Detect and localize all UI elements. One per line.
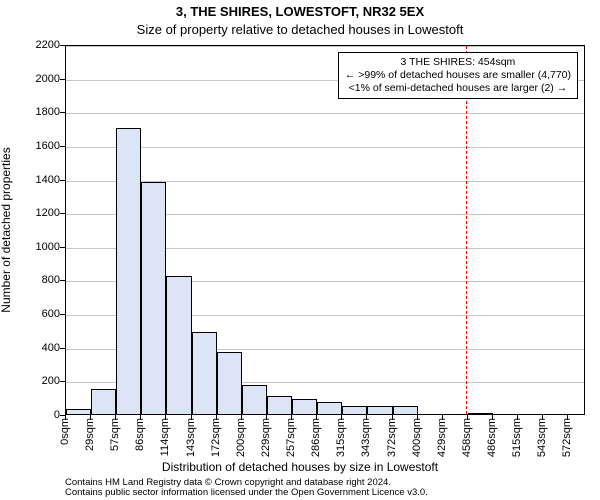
x-tick-label: 172sqm bbox=[210, 418, 222, 457]
y-tick-label: 600 bbox=[10, 308, 60, 320]
footer-attribution: Contains HM Land Registry data © Crown c… bbox=[65, 478, 428, 499]
footer-line2: Contains public sector information licen… bbox=[65, 488, 428, 498]
y-axis-title: Number of detached properties bbox=[0, 147, 13, 312]
y-tick-label: 1600 bbox=[10, 140, 60, 152]
y-tick-label: 2000 bbox=[10, 73, 60, 85]
histogram-bar bbox=[468, 413, 493, 414]
histogram-bar bbox=[116, 128, 141, 414]
x-tick-label: 458sqm bbox=[461, 418, 473, 457]
histogram-bar bbox=[367, 406, 392, 414]
y-tick-label: 400 bbox=[10, 342, 60, 354]
x-tick-label: 429sqm bbox=[436, 418, 448, 457]
x-tick-label: 486sqm bbox=[486, 418, 498, 457]
x-tick-label: 229sqm bbox=[260, 418, 272, 457]
histogram-bar bbox=[217, 352, 242, 414]
x-tick-label: 343sqm bbox=[360, 418, 372, 457]
y-tick-label: 1400 bbox=[10, 174, 60, 186]
x-tick-label: 86sqm bbox=[134, 418, 146, 451]
x-tick-label: 515sqm bbox=[511, 418, 523, 457]
histogram-bar bbox=[66, 409, 91, 414]
histogram-bar bbox=[166, 276, 191, 414]
histogram-bar bbox=[317, 402, 342, 414]
marker-line bbox=[466, 46, 467, 414]
histogram-bar bbox=[91, 389, 116, 414]
chart-title-line1: 3, THE SHIRES, LOWESTOFT, NR32 5EX bbox=[0, 4, 600, 19]
x-tick-label: 57sqm bbox=[109, 418, 121, 451]
chart-container: 3, THE SHIRES, LOWESTOFT, NR32 5EX Size … bbox=[0, 0, 600, 500]
x-tick-label: 400sqm bbox=[411, 418, 423, 457]
annotation-line3: <1% of semi-detached houses are larger (… bbox=[345, 82, 571, 95]
histogram-bar bbox=[393, 406, 418, 414]
x-tick-label: 372sqm bbox=[386, 418, 398, 457]
y-tick-label: 2200 bbox=[10, 39, 60, 51]
y-tick-label: 1000 bbox=[10, 241, 60, 253]
annotation-box: 3 THE SHIRES: 454sqm ← >99% of detached … bbox=[338, 52, 578, 99]
plot-area: 3 THE SHIRES: 454sqm ← >99% of detached … bbox=[65, 45, 585, 415]
x-tick-label: 143sqm bbox=[185, 418, 197, 457]
x-tick-label: 257sqm bbox=[285, 418, 297, 457]
histogram-bars bbox=[66, 46, 584, 414]
y-tick-label: 0 bbox=[10, 409, 60, 421]
x-tick-label: 572sqm bbox=[561, 418, 573, 457]
y-tick-label: 1800 bbox=[10, 106, 60, 118]
chart-title-line2: Size of property relative to detached ho… bbox=[0, 22, 600, 37]
y-tick-label: 800 bbox=[10, 274, 60, 286]
histogram-bar bbox=[267, 396, 292, 415]
annotation-line1: 3 THE SHIRES: 454sqm bbox=[345, 56, 571, 69]
histogram-bar bbox=[141, 182, 166, 414]
x-tick-label: 29sqm bbox=[84, 418, 96, 451]
x-tick-label: 0sqm bbox=[59, 418, 71, 445]
x-tick-label: 286sqm bbox=[310, 418, 322, 457]
histogram-bar bbox=[242, 385, 267, 414]
x-tick-label: 200sqm bbox=[235, 418, 247, 457]
y-tick-label: 1200 bbox=[10, 207, 60, 219]
x-tick-label: 543sqm bbox=[536, 418, 548, 457]
x-axis-title: Distribution of detached houses by size … bbox=[0, 460, 600, 474]
x-tick-label: 315sqm bbox=[335, 418, 347, 457]
histogram-bar bbox=[192, 332, 217, 414]
y-tick-label: 200 bbox=[10, 375, 60, 387]
histogram-bar bbox=[342, 406, 367, 414]
x-tick-label: 114sqm bbox=[159, 418, 171, 456]
histogram-bar bbox=[292, 399, 317, 414]
annotation-line2: ← >99% of detached houses are smaller (4… bbox=[345, 69, 571, 82]
